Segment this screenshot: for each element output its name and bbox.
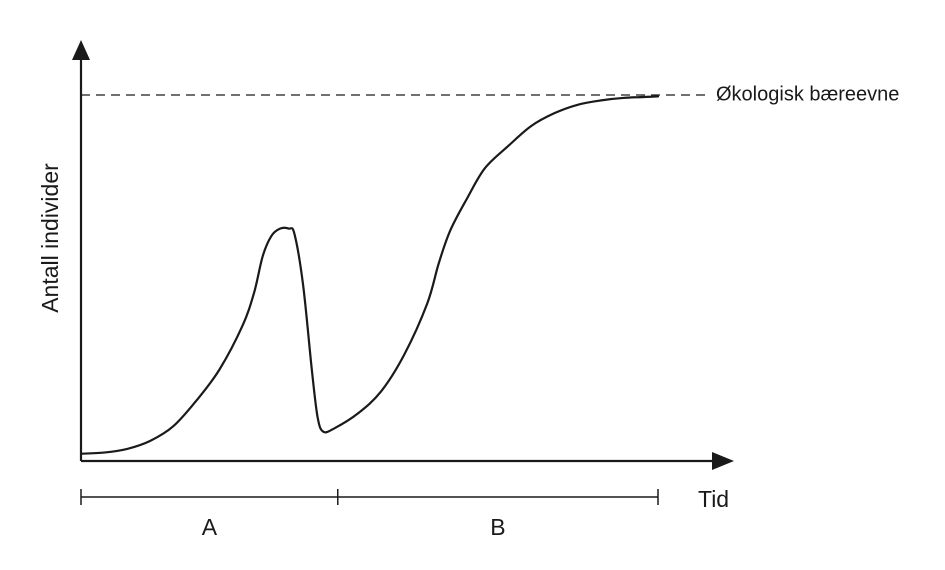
- period-label-b: B: [490, 514, 505, 540]
- y-axis-arrow-icon: [72, 40, 90, 60]
- period-label-a: A: [202, 514, 218, 540]
- x-axis-arrow-icon: [712, 452, 734, 470]
- y-axis-label: Antall individer: [37, 163, 63, 313]
- population-series-line: [79, 95, 660, 455]
- x-axis-label: Tid: [698, 486, 729, 512]
- carrying-capacity-label: Økologisk bæreevne: [716, 83, 899, 105]
